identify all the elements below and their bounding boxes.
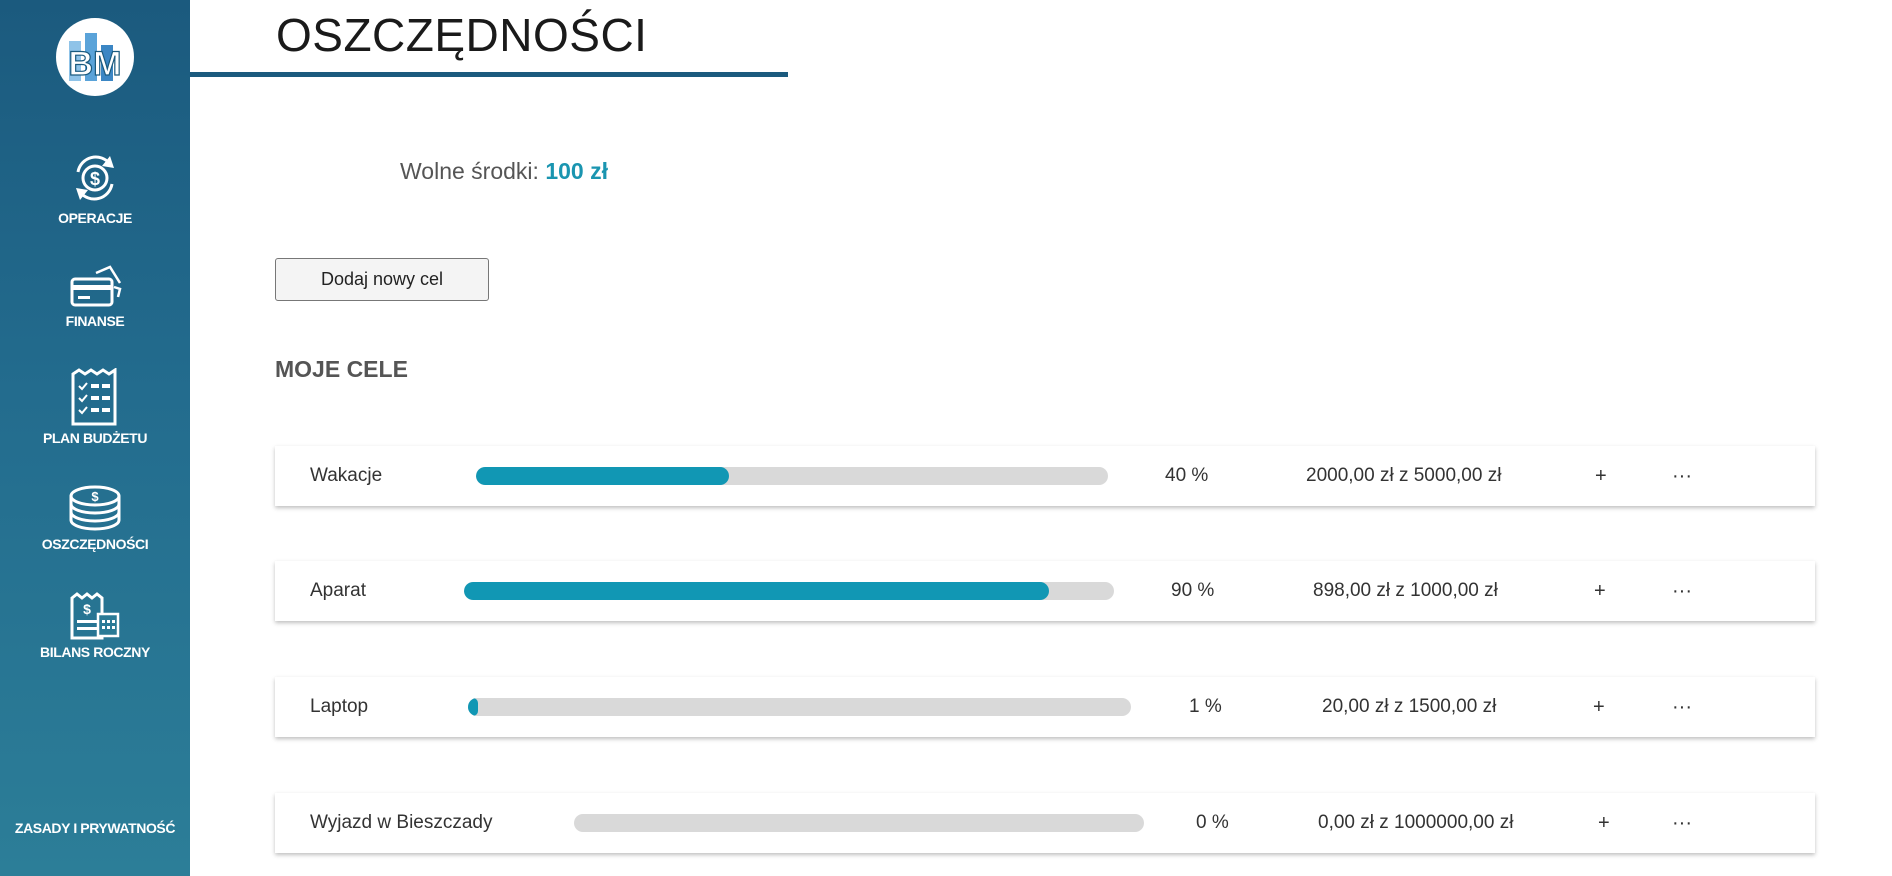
goal-more-button[interactable]: ···: [1672, 696, 1692, 718]
goal-progress-fill: [476, 467, 729, 485]
goal-progress-bar: [476, 467, 1108, 485]
sidebar-item-operacje[interactable]: $ OPERACJE: [0, 150, 190, 226]
logo-text: BM: [69, 45, 122, 83]
goal-add-button[interactable]: +: [1595, 465, 1607, 487]
free-funds-amount: 100 zł: [545, 158, 608, 184]
goal-name: Wyjazd w Bieszczady: [310, 812, 493, 833]
sidebar-item-label: OSZCZĘDNOŚCI: [41, 536, 149, 552]
sidebar-item-plan-budzetu[interactable]: PLAN BUDŻETU: [0, 368, 190, 446]
dollar-cycle-icon: $: [76, 155, 114, 201]
goal-amount: 0,00 zł z 1000000,00 zł: [1318, 812, 1514, 833]
goal-percent: 0 %: [1196, 812, 1229, 833]
goal-more-button[interactable]: ···: [1672, 465, 1692, 487]
coins-stack-icon: $: [69, 485, 121, 531]
goal-amount: 20,00 zł z 1500,00 zł: [1322, 696, 1497, 717]
checklist-icon: [71, 368, 117, 426]
goal-add-button[interactable]: +: [1593, 696, 1605, 718]
sidebar-item-finanse[interactable]: FINANSE: [0, 265, 190, 329]
goal-name: Wakacje: [310, 465, 383, 486]
add-goal-button[interactable]: Dodaj nowy cel: [275, 258, 489, 301]
sidebar-item-label: OPERACJE: [58, 210, 132, 226]
sidebar-item-label: FINANSE: [65, 313, 125, 329]
goal-percent: 40 %: [1165, 465, 1209, 486]
privacy-link[interactable]: ZASADY I PRYWATNOŚĆ: [14, 820, 176, 836]
title-underline: [190, 72, 788, 77]
page-title: OSZCZĘDNOŚCI: [276, 9, 648, 61]
goal-progress-bar: [468, 698, 1131, 716]
goal-amount: 898,00 zł z 1000,00 zł: [1313, 580, 1498, 601]
credit-card-icon: [70, 265, 122, 307]
sidebar-item-oszczednosci[interactable]: $ OSZCZĘDNOŚCI: [0, 484, 190, 552]
goal-row: Laptop 1 % 20,00 zł z 1500,00 zł + ···: [275, 677, 1815, 737]
goal-percent: 1 %: [1189, 696, 1222, 717]
sidebar-item-bilans-roczny[interactable]: $ BILANS ROCZNY: [0, 592, 190, 660]
free-funds-label: Wolne środki:: [400, 158, 539, 184]
goal-name: Laptop: [310, 696, 369, 717]
goal-add-button[interactable]: +: [1598, 812, 1610, 834]
goal-name: Aparat: [310, 580, 366, 601]
svg-text:$: $: [83, 601, 91, 617]
svg-text:$: $: [91, 489, 99, 504]
free-funds: Wolne środki: 100 zł: [400, 158, 608, 185]
goal-progress-bar: [464, 582, 1114, 600]
goal-percent: 90 %: [1171, 580, 1215, 601]
goal-progress-fill: [464, 582, 1049, 600]
goal-amount: 2000,00 zł z 5000,00 zł: [1306, 465, 1502, 486]
goal-more-button[interactable]: ···: [1672, 580, 1692, 602]
goal-progress-fill: [468, 698, 478, 716]
goal-add-button[interactable]: +: [1594, 580, 1606, 602]
goal-row: Aparat 90 % 898,00 zł z 1000,00 zł + ···: [275, 561, 1815, 621]
goal-more-button[interactable]: ···: [1672, 812, 1692, 834]
goal-row: Wyjazd w Bieszczady 0 % 0,00 zł z 100000…: [275, 793, 1815, 853]
section-title: MOJE CELE: [275, 356, 408, 382]
annual-balance-icon: $: [70, 592, 120, 640]
goal-row: Wakacje 40 % 2000,00 zł z 5000,00 zł + ·…: [275, 446, 1815, 506]
goal-progress-bar: [574, 814, 1144, 832]
svg-text:$: $: [90, 169, 100, 189]
sidebar-item-label: PLAN BUDŻETU: [42, 430, 148, 446]
sidebar-item-label: BILANS ROCZNY: [40, 644, 150, 660]
app-logo[interactable]: BM: [56, 18, 134, 96]
logo-icon: BM: [68, 33, 122, 84]
sidebar: BM $ OPERACJE FINANSE: [0, 0, 190, 876]
